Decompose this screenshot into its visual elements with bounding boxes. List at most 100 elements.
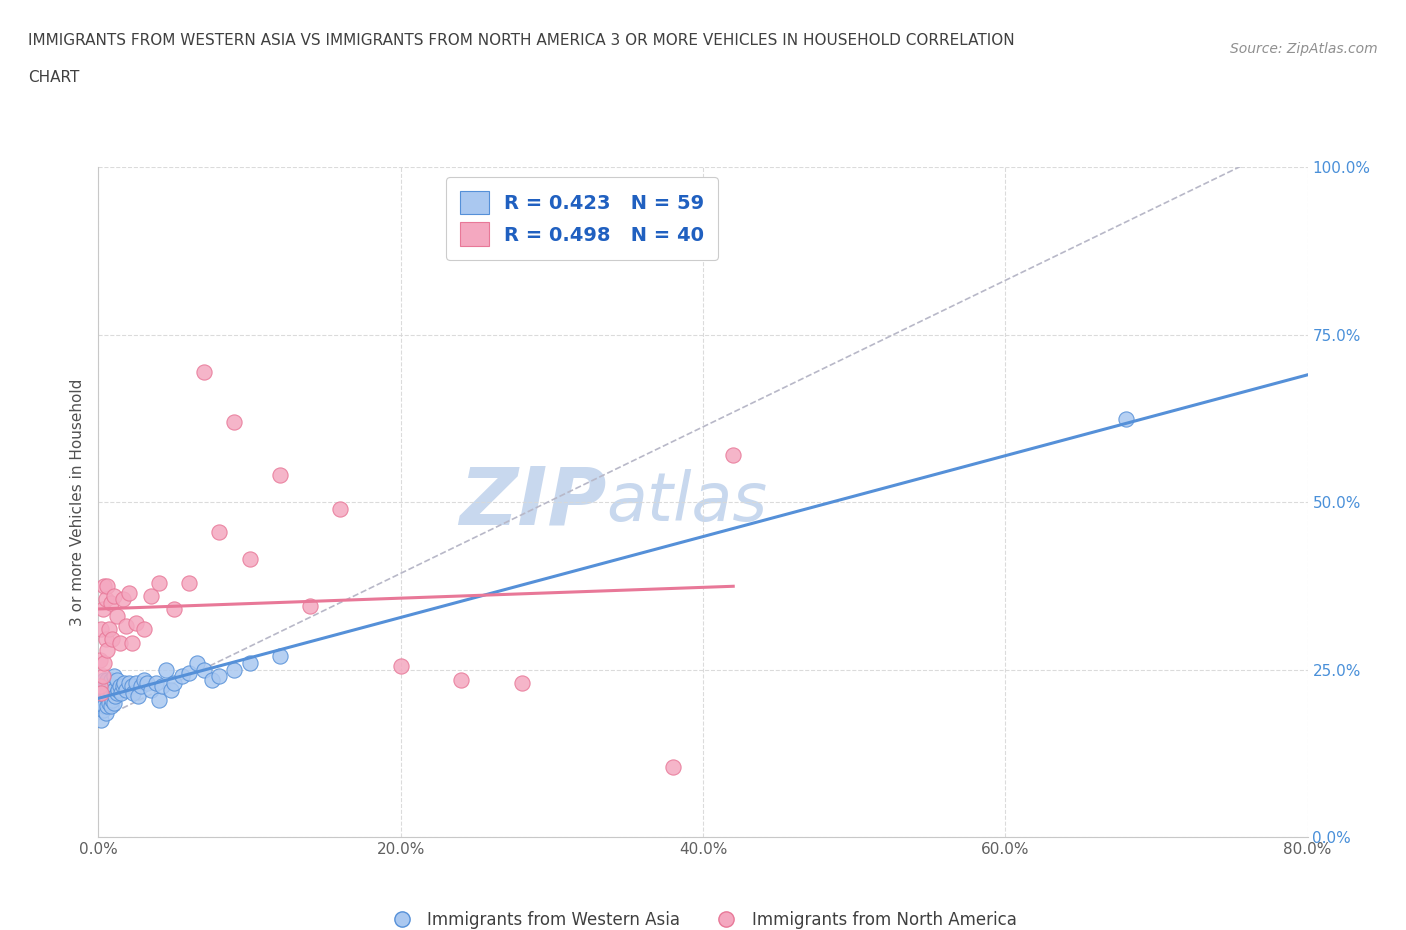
Point [132,672,155,687]
Point [103,683,125,698]
Point [93,699,115,714]
Point [98,679,121,694]
Point [101,679,124,694]
Text: IMMIGRANTS FROM WESTERN ASIA VS IMMIGRANTS FROM NORTH AMERICA 3 OR MORE VEHICLES: IMMIGRANTS FROM WESTERN ASIA VS IMMIGRAN… [28,33,1015,47]
Point [510,675,533,690]
Point [141,683,163,698]
Legend: Immigrants from Western Asia, Immigrants from North America: Immigrants from Western Asia, Immigrants… [382,905,1024,930]
Point [90,622,112,637]
Point [224,415,246,430]
Point [661,759,683,774]
Point [89,692,111,707]
Point [132,622,155,637]
Point [96,672,118,687]
Point [105,685,128,700]
Point [101,692,124,707]
Point [135,675,157,690]
Point [94,675,117,690]
Point [94,706,117,721]
Point [201,672,224,687]
Point [170,669,193,684]
Point [96,642,118,657]
Point [111,679,134,694]
Point [104,689,127,704]
Point [89,652,111,667]
Point [103,589,125,604]
Point [90,683,112,698]
Point [94,632,117,647]
Point [163,675,186,690]
Point [89,679,111,694]
Point [108,635,131,650]
Point [96,699,118,714]
Point [150,679,173,694]
Point [91,685,114,700]
Point [163,602,186,617]
Point [224,662,246,677]
Point [145,675,167,690]
Point [107,683,129,698]
Point [269,649,291,664]
Point [93,683,115,698]
Point [155,662,177,677]
Point [450,672,472,687]
Point [148,692,170,707]
Point [177,575,201,590]
Point [160,683,183,698]
Point [98,696,121,711]
Point [122,685,145,700]
Point [193,662,215,677]
Text: Source: ZipAtlas.com: Source: ZipAtlas.com [1230,42,1378,56]
Point [91,702,114,717]
Point [100,685,122,700]
Point [91,669,114,684]
Point [91,602,114,617]
Point [98,622,121,637]
Point [114,683,136,698]
Point [103,669,125,684]
Point [110,685,132,700]
Point [389,658,412,673]
Point [269,468,291,483]
Point [148,575,170,590]
Y-axis label: 3 or more Vehicles in Household: 3 or more Vehicles in Household [69,379,84,626]
Text: atlas: atlas [606,470,768,535]
Point [94,591,117,606]
Point [186,656,208,671]
Point [141,589,163,604]
Text: ZIP: ZIP [458,463,606,541]
Point [101,632,124,647]
Point [118,585,141,600]
Point [1115,411,1137,426]
Point [121,635,143,650]
Point [329,501,352,516]
Point [112,675,135,690]
Point [721,448,744,463]
Point [127,689,149,704]
Point [299,599,322,614]
Point [239,551,262,566]
Point [90,685,112,700]
Point [93,578,115,593]
Point [125,616,148,631]
Point [114,618,136,633]
Point [193,365,215,379]
Point [100,699,122,714]
Point [129,679,152,694]
Point [93,656,115,671]
Text: CHART: CHART [28,70,80,85]
Point [111,591,134,606]
Point [239,656,262,671]
Point [103,696,125,711]
Point [108,679,131,694]
Point [94,689,117,704]
Point [125,675,148,690]
Point [105,608,128,623]
Point [96,685,118,700]
Point [208,669,231,684]
Point [90,712,112,727]
Point [100,672,122,687]
Point [105,672,128,687]
Point [121,679,143,694]
Point [96,578,118,593]
